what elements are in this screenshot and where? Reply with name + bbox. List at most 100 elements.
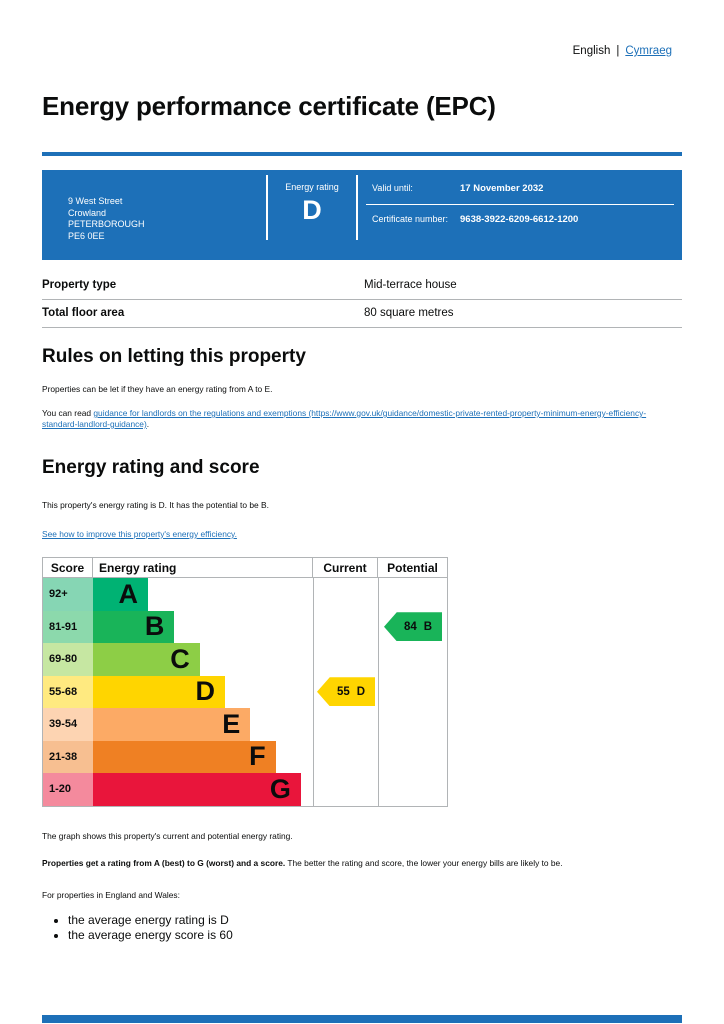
current-cell	[313, 708, 378, 741]
address-line-4: PE6 0EE	[68, 230, 105, 241]
band-score-range: 69-80	[43, 643, 93, 676]
current-cell	[313, 578, 378, 611]
ratings-explainer-rest: The better the rating and score, the low…	[285, 857, 563, 868]
chart-header-rating: Energy rating	[93, 558, 313, 578]
band-bar-cell: F	[93, 740, 313, 773]
floor-area-label: Total floor area	[42, 307, 125, 319]
band-bar: F	[93, 740, 276, 773]
band-letter: C	[170, 643, 190, 674]
floor-area-value: 80 square metres	[364, 307, 454, 319]
rules-heading: Rules on letting this property	[42, 346, 306, 367]
banner-divider	[266, 175, 268, 240]
potential-cell	[378, 708, 447, 741]
band-score-range: 92+	[43, 578, 93, 611]
address-line-1: 9 West Street	[68, 196, 123, 206]
certificate-number-label: Certificate number:	[372, 213, 449, 224]
band-bar: A	[93, 578, 148, 611]
band-bar-cell: G	[93, 773, 313, 806]
chart-band-row: 55-68 D 55 D	[43, 675, 447, 708]
band-bar-cell: B	[93, 610, 313, 643]
language-current: English	[572, 45, 611, 57]
title-rule	[42, 152, 682, 156]
energy-rating-value: D	[302, 195, 322, 225]
average-score-item: the average energy score is 60	[68, 928, 682, 943]
chart-header-potential: Potential	[378, 558, 447, 578]
rules-paragraph: Properties can be let if they have an en…	[42, 384, 273, 394]
chart-header-score: Score	[43, 558, 93, 578]
ratings-explainer-paragraph: Properties get a rating from A (best) to…	[42, 858, 682, 869]
band-letter: G	[269, 773, 291, 804]
banner-energy-rating: Energy rating D	[268, 170, 356, 260]
rating-summary-paragraph: This property's energy rating is D. It h…	[42, 500, 269, 510]
property-address: 9 West Street Crowland PETERBOROUGH PE6 …	[42, 170, 266, 260]
chart-band-row: 39-54 E	[43, 708, 447, 741]
language-separator: |	[616, 45, 620, 57]
page-title: Energy performance certificate (EPC)	[42, 91, 496, 121]
graph-explainer-paragraph: The graph shows this property's current …	[42, 830, 293, 841]
current-rating-arrow-score: 55	[336, 685, 350, 698]
landlord-guidance-link[interactable]: guidance for landlords on the regulation…	[42, 408, 647, 429]
summary-row-property-type: Property type Mid-terrace house	[42, 272, 682, 300]
chart-band-row: 69-80 C	[43, 643, 447, 676]
band-bar: G	[93, 773, 301, 806]
band-bar-cell: E	[93, 708, 313, 741]
potential-rating-arrow-score: 84	[403, 620, 417, 633]
band-score-range: 39-54	[43, 708, 93, 741]
potential-cell	[378, 675, 447, 708]
address-line-2: Crowland	[68, 207, 107, 218]
band-bar: D	[93, 675, 225, 708]
chart-band-row: 1-20 G	[43, 773, 447, 806]
current-cell	[313, 610, 378, 643]
certificate-number-value: 9638-3922-6209-6612-1200	[460, 213, 579, 225]
band-letter: B	[144, 611, 165, 642]
chart-band-row: 21-38 F	[43, 740, 447, 773]
improve-efficiency-paragraph: See how to improve this property's energ…	[42, 529, 682, 540]
chart-header-row: Score Energy rating Current Potential	[43, 558, 447, 578]
chart-band-row: 81-91 B 84 B	[43, 610, 447, 643]
band-score-range: 55-68	[43, 675, 93, 708]
potential-rating-arrow-letter: B	[423, 620, 433, 633]
band-score-range: 81-91	[43, 610, 93, 643]
chart-band-row: 92+ A	[43, 578, 447, 611]
chart-header-current: Current	[313, 558, 378, 578]
language-switcher: English | Cymraeg	[42, 0, 682, 57]
epc-banner: 9 West Street Crowland PETERBOROUGH PE6 …	[42, 170, 682, 260]
average-rating-list: the average energy rating is D the avera…	[42, 913, 682, 943]
current-rating-arrow: 55 D	[317, 677, 375, 707]
band-letter: A	[118, 578, 139, 609]
band-bar: C	[93, 643, 200, 676]
energy-rating-label: Energy rating	[285, 182, 339, 192]
current-cell	[313, 643, 378, 676]
epc-chart-rows: 92+ A 81-91 B 84 B 69-80 C 55-68 D 55 D 39-54 E 21-38 F…	[43, 578, 447, 806]
band-bar: E	[93, 708, 251, 741]
current-rating-arrow-letter: D	[356, 685, 366, 698]
potential-rating-arrow: 84 B	[384, 612, 442, 642]
band-score-range: 1-20	[43, 773, 93, 806]
address-line-3: PETERBOROUGH	[68, 219, 145, 229]
band-bar-cell: A	[93, 578, 313, 611]
average-rating-item: the average energy rating is D	[68, 913, 682, 928]
band-bar-cell: D	[93, 675, 313, 708]
ratings-explainer-bold: Properties get a rating from A (best) to…	[42, 857, 286, 868]
banner-divider	[356, 175, 358, 240]
language-link-cymraeg[interactable]: Cymraeg	[625, 45, 672, 57]
certificate-number-row: Certificate number: 9638-3922-6209-6612-…	[366, 203, 674, 235]
improve-efficiency-link[interactable]: See how to improve this property's energ…	[42, 529, 237, 539]
summary-row-floor-area: Total floor area 80 square metres	[42, 300, 682, 328]
band-score-range: 21-38	[43, 740, 93, 773]
valid-until-label: Valid until:	[372, 183, 413, 193]
landlord-guidance-paragraph: You can read guidance for landlords on t…	[42, 408, 662, 430]
property-summary: Property type Mid-terrace house Total fl…	[42, 272, 682, 328]
band-bar: B	[93, 610, 175, 643]
potential-cell: 84 B	[378, 610, 447, 643]
energy-rating-chart: Score Energy rating Current Potential 92…	[42, 557, 448, 807]
banner-details: Valid until: 17 November 2032 Certificat…	[358, 170, 682, 260]
rating-heading: Energy rating and score	[42, 457, 260, 478]
valid-until-row: Valid until: 17 November 2032	[366, 181, 674, 204]
property-type-label: Property type	[42, 279, 117, 291]
guidance-text-prefix: You can read	[42, 408, 94, 418]
potential-cell	[378, 578, 447, 611]
england-wales-paragraph: For properties in England and Wales:	[42, 889, 180, 900]
current-cell	[313, 773, 378, 806]
band-letter: E	[222, 708, 241, 739]
